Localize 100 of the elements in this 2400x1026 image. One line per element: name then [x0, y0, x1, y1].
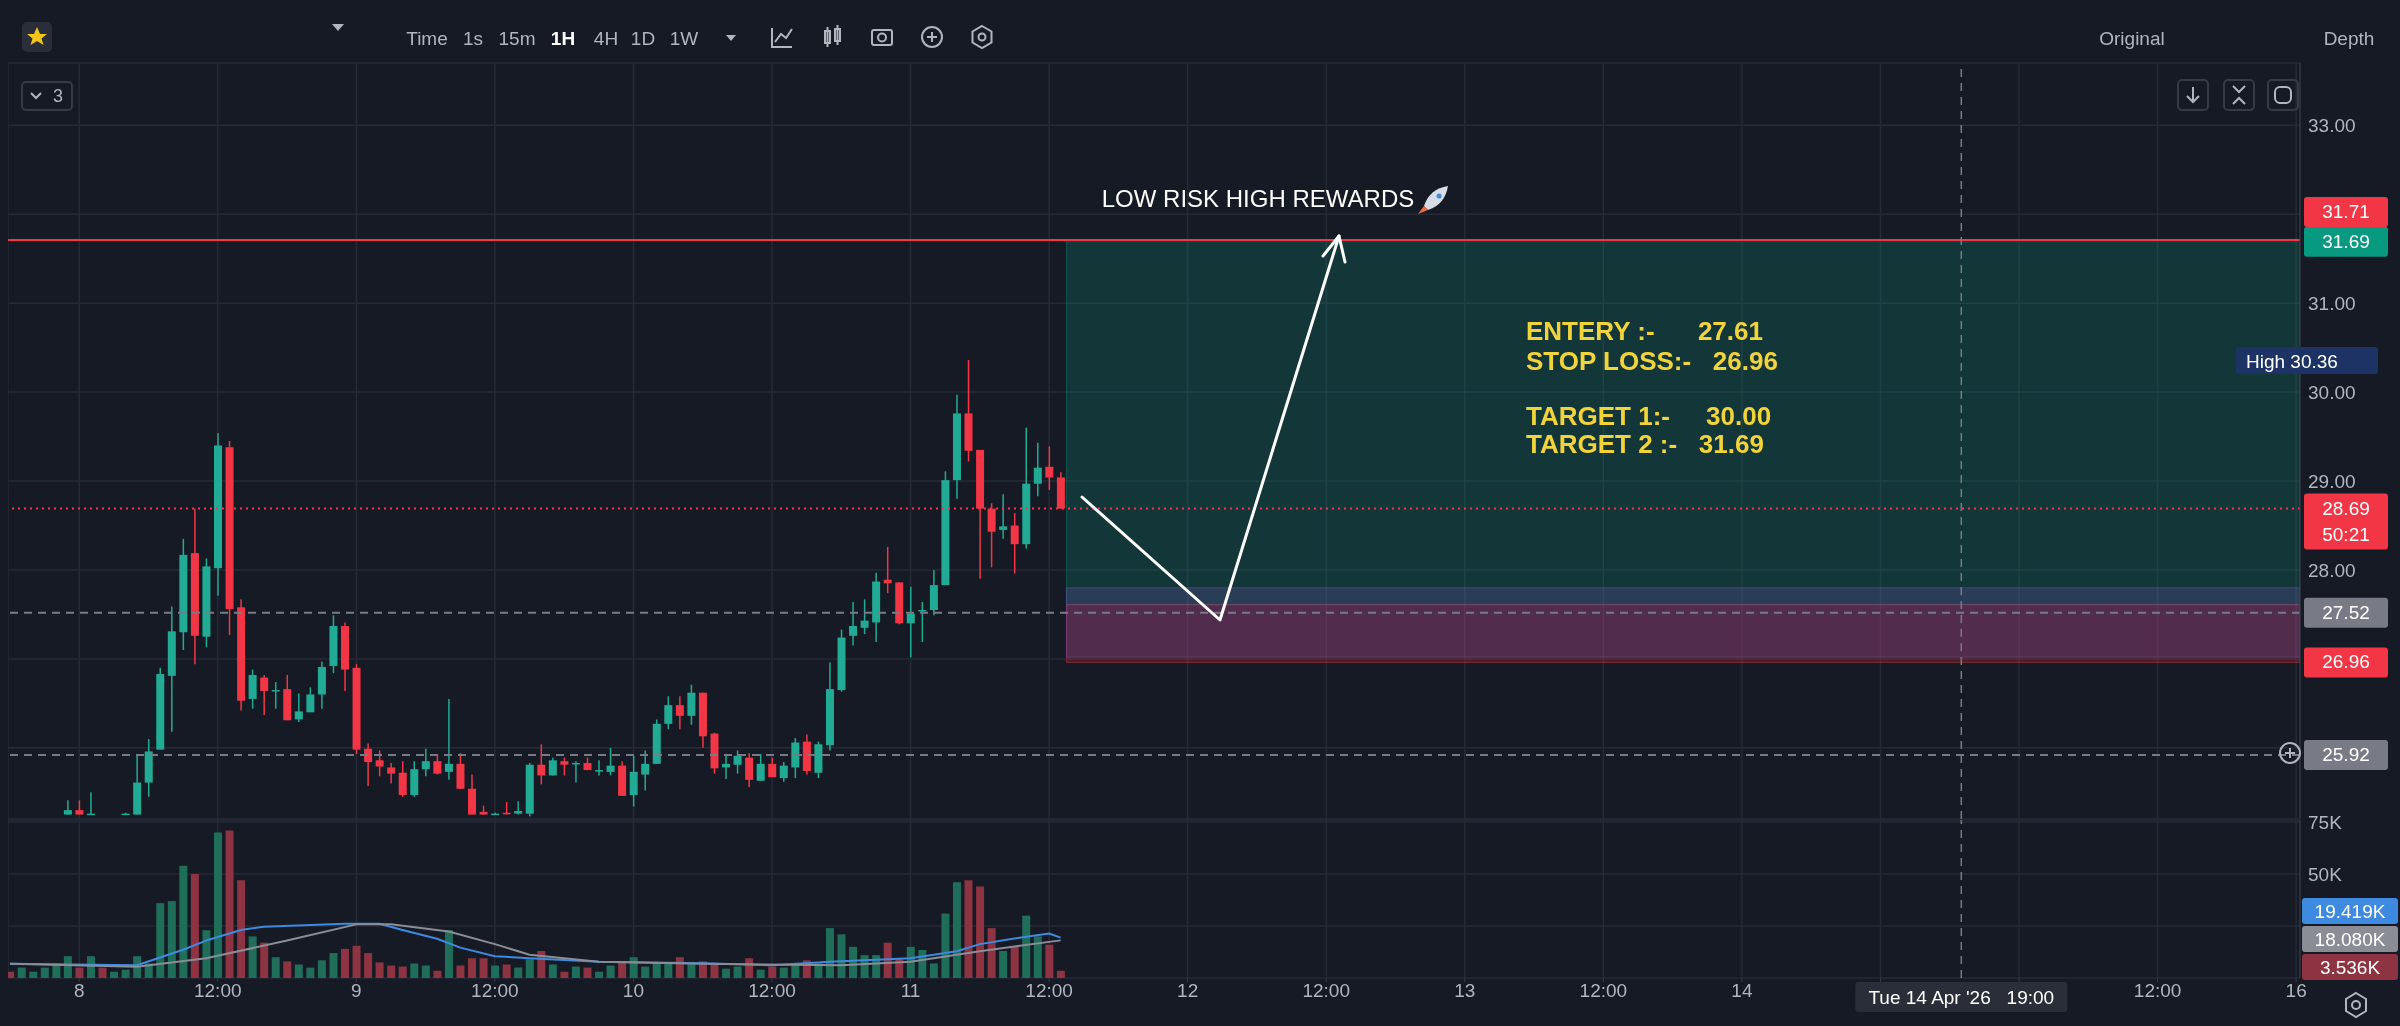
bar [156, 903, 165, 978]
bar [929, 963, 938, 978]
text: 15m [498, 27, 536, 49]
bar [571, 966, 580, 978]
candlestick [294, 692, 303, 723]
bar [618, 962, 627, 978]
bar [952, 882, 961, 978]
bar [606, 965, 615, 978]
ref-line-label: 25.92 [2322, 743, 2370, 765]
bar [167, 901, 176, 978]
candlestick [433, 753, 442, 776]
bar [722, 968, 731, 978]
bar [306, 967, 315, 978]
bar [433, 970, 442, 978]
bar [352, 945, 361, 978]
x-tick-label: 8 [73, 980, 85, 1002]
bar [110, 971, 119, 978]
annotation: High 30.36 [2246, 350, 2338, 372]
candlestick [606, 747, 615, 777]
ref-line-label: 31.71 [2322, 200, 2370, 222]
annotation: STOP LOSS:- 26.96 [1526, 346, 1778, 377]
bar [941, 913, 950, 978]
x-tick-label: 12:00 [1579, 980, 1628, 1002]
bar [17, 967, 26, 978]
candlestick [629, 755, 638, 808]
bar [768, 966, 777, 978]
x-tick-label: 10 [622, 980, 645, 1002]
bar [98, 967, 107, 978]
candlestick [63, 799, 72, 816]
text: 19.419K [2314, 901, 2386, 922]
candlestick [1033, 442, 1042, 497]
candlestick [514, 800, 523, 816]
text: 1H [550, 27, 576, 49]
y-tick-label: 33.00 [2308, 115, 2356, 136]
bar [375, 962, 384, 978]
bar [1045, 944, 1054, 978]
candlestick [444, 698, 453, 781]
x-tick-label: 12:00 [471, 980, 519, 1002]
x-tick-label: 9 [351, 980, 362, 1002]
x-tick-label: 12:00 [193, 980, 242, 1002]
text: 1s [462, 27, 484, 49]
x-tick-label: 12:00 [1025, 980, 1073, 1002]
text: 4H [593, 27, 619, 49]
bar [444, 930, 453, 978]
y-tick-label: 29.00 [2308, 470, 2356, 492]
x-tick-label: 13 [1454, 980, 1476, 1002]
bar [294, 964, 303, 978]
annotation: 3 [52, 86, 64, 107]
candlestick [271, 681, 280, 710]
bar [479, 958, 488, 978]
bar [548, 964, 557, 978]
bar [213, 832, 222, 978]
bar [387, 965, 396, 978]
bar [825, 928, 834, 978]
text: 1W [669, 27, 699, 49]
bar [595, 971, 604, 978]
bar [271, 957, 280, 978]
text: Depth [2323, 27, 2375, 49]
candlestick [906, 586, 915, 658]
x-tick-label: 12:00 [748, 980, 796, 1002]
bar [421, 965, 430, 978]
annotation: TARGET 2 :- 31.69 [1526, 429, 1764, 460]
text: Time [406, 27, 448, 49]
bar [468, 958, 477, 978]
bar [190, 874, 199, 978]
annotation: LOW RISK HIGH REWARDS [1101, 185, 1415, 213]
candlestick [999, 493, 1008, 540]
candlestick [849, 601, 858, 647]
bar [756, 969, 765, 978]
bar [317, 960, 326, 978]
annotation: TARGET 1:- 30.00 [1526, 401, 1772, 432]
x-tick-label: 14 [1731, 980, 1753, 1002]
x-tick-label: 12:00 [2133, 980, 2182, 1002]
bar [583, 967, 592, 978]
bar [999, 950, 1008, 978]
bar [641, 966, 650, 978]
candlestick [641, 749, 650, 792]
annotation: ENTERY :- 27.61 [1526, 316, 1763, 347]
bar [502, 964, 511, 978]
bar [560, 971, 569, 978]
candlestick [260, 674, 269, 716]
y-tick-label: 50K [2308, 863, 2343, 885]
x-tick-label: 16 [2285, 980, 2307, 1002]
candlestick [375, 749, 384, 778]
candlestick [756, 753, 765, 782]
bar [1033, 936, 1042, 978]
bar [1022, 915, 1031, 978]
text: 3.536K [2319, 957, 2381, 978]
candlestick [364, 742, 373, 787]
bar [779, 967, 788, 978]
ref-line-label: 27.52 [2322, 601, 2370, 623]
y-tick-label: 75K [2308, 811, 2343, 833]
candlestick [306, 686, 315, 714]
bar [525, 959, 534, 978]
bar [987, 928, 996, 978]
x-tick-label: 11 [900, 980, 921, 1002]
ref-line-label: 28.69 50:21 [2322, 497, 2370, 545]
bar [329, 953, 338, 978]
bar [976, 886, 985, 978]
candlestick [1045, 445, 1054, 491]
